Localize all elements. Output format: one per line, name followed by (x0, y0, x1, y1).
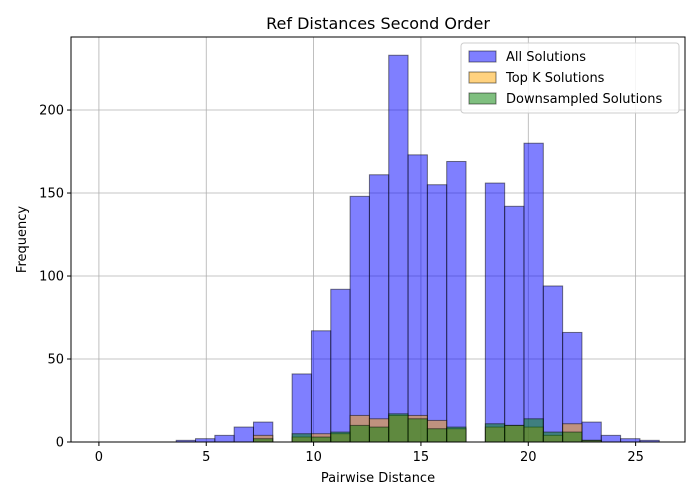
bar (446, 426, 467, 443)
bar (233, 426, 254, 443)
bar (291, 433, 312, 443)
bar (542, 285, 564, 443)
y-tick-label: 50 (47, 353, 64, 368)
x-tick-label: 25 (627, 450, 644, 465)
legend-swatch (468, 92, 497, 105)
y-axis-label: Frequency (15, 206, 30, 273)
bar (446, 160, 467, 443)
bar (330, 288, 351, 443)
y-tick-label: 150 (39, 187, 64, 202)
bar (349, 424, 370, 443)
x-tick-label: 15 (413, 450, 430, 465)
bar (349, 195, 370, 443)
legend-label: All Solutions (506, 50, 586, 65)
bar (581, 421, 602, 443)
legend-label: Top K Solutions (505, 71, 605, 86)
bars (175, 54, 660, 443)
bar (310, 330, 332, 443)
bar (368, 426, 390, 443)
legend-box (460, 42, 680, 114)
chart-title: Ref Distances Second Order (266, 14, 490, 33)
x-tick-label: 10 (305, 450, 322, 465)
bar (542, 431, 564, 443)
bar (407, 418, 428, 443)
bar (426, 428, 448, 443)
bar (484, 423, 506, 443)
bar (523, 418, 544, 443)
bar (214, 434, 235, 443)
y-tick-label: 100 (39, 270, 64, 285)
bar (523, 142, 544, 443)
y-axis-ticks: 0 50 100 150 200 (39, 104, 71, 451)
series-0 (175, 54, 660, 443)
y-tick-label: 200 (39, 104, 64, 119)
bar (484, 182, 506, 443)
bar (504, 205, 525, 443)
bar (504, 424, 525, 443)
bar (600, 434, 622, 443)
legend-swatch (468, 50, 497, 63)
bar (388, 413, 409, 443)
bar (330, 431, 351, 443)
x-axis-ticks: 0 5 10 15 20 25 (95, 442, 644, 465)
bar (426, 184, 448, 443)
x-tick-label: 5 (202, 450, 210, 465)
plot-frame (70, 36, 686, 443)
bar (310, 436, 332, 443)
y-tick-label: 0 (56, 436, 64, 451)
bar (368, 174, 390, 443)
x-axis-label: Pairwise Distance (321, 471, 435, 486)
legend-label: Downsampled Solutions (506, 92, 662, 107)
bar (407, 154, 428, 443)
bar (388, 54, 409, 443)
legend: All Solutions Top K Solutions Downsampled … (460, 42, 680, 114)
legend-swatch (468, 71, 497, 84)
x-tick-label: 20 (520, 450, 537, 465)
bar (291, 373, 312, 443)
bar (562, 431, 583, 443)
x-tick-label: 0 (95, 450, 103, 465)
